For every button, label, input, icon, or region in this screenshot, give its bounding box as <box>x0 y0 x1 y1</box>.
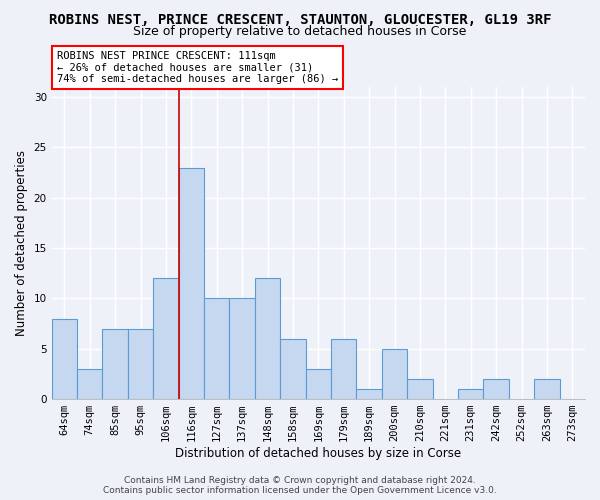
Bar <box>382 349 407 399</box>
Bar <box>305 369 331 399</box>
Bar <box>103 328 128 399</box>
Bar <box>484 379 509 399</box>
Bar <box>407 379 433 399</box>
Bar <box>280 338 305 399</box>
Text: ROBINS NEST PRINCE CRESCENT: 111sqm
← 26% of detached houses are smaller (31)
74: ROBINS NEST PRINCE CRESCENT: 111sqm ← 26… <box>57 50 338 84</box>
Bar <box>179 168 204 399</box>
Text: Size of property relative to detached houses in Corse: Size of property relative to detached ho… <box>133 25 467 38</box>
Bar <box>204 298 229 399</box>
Text: Contains HM Land Registry data © Crown copyright and database right 2024.
Contai: Contains HM Land Registry data © Crown c… <box>103 476 497 495</box>
X-axis label: Distribution of detached houses by size in Corse: Distribution of detached houses by size … <box>175 447 461 460</box>
Bar <box>77 369 103 399</box>
Text: ROBINS NEST, PRINCE CRESCENT, STAUNTON, GLOUCESTER, GL19 3RF: ROBINS NEST, PRINCE CRESCENT, STAUNTON, … <box>49 12 551 26</box>
Bar <box>153 278 179 399</box>
Bar <box>255 278 280 399</box>
Bar <box>356 389 382 399</box>
Bar <box>52 318 77 399</box>
Y-axis label: Number of detached properties: Number of detached properties <box>15 150 28 336</box>
Bar <box>458 389 484 399</box>
Bar <box>534 379 560 399</box>
Bar <box>128 328 153 399</box>
Bar <box>331 338 356 399</box>
Bar <box>229 298 255 399</box>
